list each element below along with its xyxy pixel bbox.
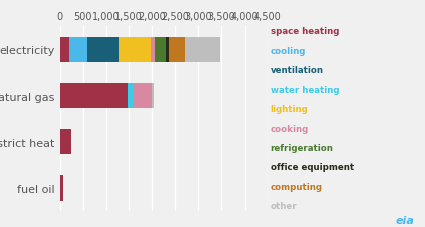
Bar (152, 84, 154, 109)
Bar (155, 38, 167, 63)
Bar (169, 38, 185, 63)
Text: computing: computing (271, 182, 323, 191)
Bar (133, 84, 152, 109)
Bar (167, 38, 169, 63)
Bar (60, 84, 128, 109)
Bar (88, 38, 119, 63)
Bar (60, 130, 71, 155)
Bar (68, 38, 88, 63)
Text: lighting: lighting (271, 105, 309, 114)
Bar (185, 38, 220, 63)
Text: cooling: cooling (271, 47, 306, 56)
Bar (60, 38, 68, 63)
Text: eia: eia (396, 215, 414, 225)
Text: office equipment: office equipment (271, 163, 354, 172)
Text: refrigeration: refrigeration (271, 143, 334, 152)
Bar (128, 84, 133, 109)
Text: ventilation: ventilation (271, 66, 324, 75)
Text: space heating: space heating (271, 27, 339, 36)
Bar (151, 38, 155, 63)
Text: other: other (271, 201, 298, 210)
Bar (60, 175, 63, 201)
Text: cooking: cooking (271, 124, 309, 133)
Bar (119, 38, 151, 63)
Text: water heating: water heating (271, 85, 339, 94)
